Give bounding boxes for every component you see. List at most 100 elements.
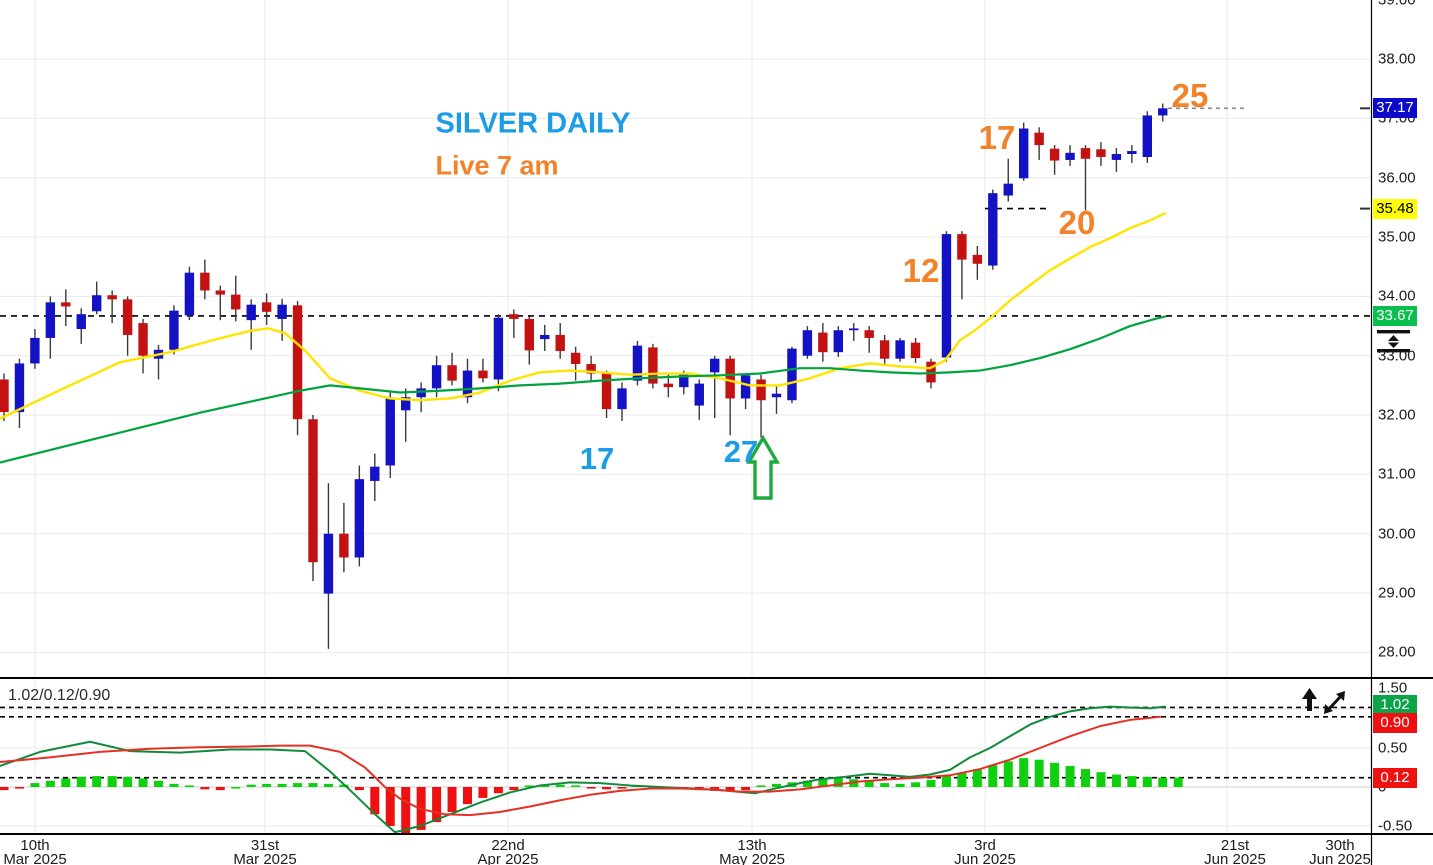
date-tick-day: 13th xyxy=(737,837,767,854)
macd-bar xyxy=(45,780,55,787)
macd-bar xyxy=(926,779,936,787)
candle xyxy=(339,533,349,558)
date-tick-day: 31st xyxy=(250,837,280,854)
macd-bar xyxy=(107,776,117,787)
candle xyxy=(478,370,488,379)
candle xyxy=(277,304,287,319)
macd-bar xyxy=(0,787,9,791)
candle xyxy=(972,254,983,264)
macd-bar xyxy=(14,787,24,789)
macd-bar xyxy=(154,780,163,787)
date-tick-day: 10th xyxy=(20,837,50,854)
candle xyxy=(586,364,596,374)
macd-bar xyxy=(509,787,519,791)
macd-bar xyxy=(1173,777,1183,787)
candle xyxy=(1019,128,1029,179)
macd-bar xyxy=(1158,777,1168,787)
candle xyxy=(725,358,735,399)
date-tick-day: 22nd xyxy=(491,837,525,854)
macd-bar xyxy=(617,787,627,789)
macd-axis-tick: 1.50 xyxy=(1378,679,1408,697)
candle xyxy=(663,383,674,388)
macd-bar xyxy=(756,785,766,788)
macd-bar xyxy=(293,783,303,787)
candle xyxy=(184,272,195,316)
macd-bar xyxy=(1050,762,1060,787)
macd-bar xyxy=(308,783,318,787)
macd-hist-label: 0.12 xyxy=(1373,768,1417,788)
candle xyxy=(45,302,56,338)
macd-bar xyxy=(772,783,781,787)
candle xyxy=(493,317,504,380)
price-axis-tick: 30.00 xyxy=(1378,525,1416,543)
candle xyxy=(740,375,751,399)
price-axis-tick: 36.00 xyxy=(1378,169,1416,187)
macd-bar xyxy=(478,787,488,798)
macd-bar xyxy=(138,778,148,787)
macd-indicator-values: 1.02/0.12/0.90 xyxy=(8,687,111,704)
day-number-annotation: 27 xyxy=(723,434,759,469)
macd-bar xyxy=(1065,765,1075,787)
date-tick-month: Jun 2025 xyxy=(1309,851,1371,865)
macd-bar xyxy=(262,783,272,787)
macd-bar xyxy=(1096,772,1106,787)
macd-bar xyxy=(323,783,333,787)
candle xyxy=(370,466,380,481)
candle xyxy=(107,295,117,300)
macd-axis-tick: -0.50 xyxy=(1378,817,1413,835)
resize-diagonal-icon[interactable] xyxy=(1324,691,1345,714)
macd-value-label: 1.02 xyxy=(1373,695,1417,715)
price-scale-drag-icon[interactable] xyxy=(1377,330,1410,353)
macd-bar xyxy=(586,787,596,789)
macd-bar xyxy=(339,784,349,787)
candle xyxy=(462,370,473,398)
candle xyxy=(76,314,86,330)
day-number-annotation: 12 xyxy=(902,252,940,289)
candle xyxy=(756,379,766,401)
macd-bar xyxy=(957,772,967,787)
ma-slow-line xyxy=(0,315,1167,464)
date-tick-month: Jun 2025 xyxy=(954,851,1016,865)
candle xyxy=(215,290,225,295)
macd-axis-tick: 0.50 xyxy=(1378,739,1408,757)
price-axis-tick: 32.00 xyxy=(1378,406,1416,424)
macd-bar xyxy=(571,785,581,788)
candle xyxy=(694,383,704,406)
candle xyxy=(710,358,720,373)
macd-bar xyxy=(184,785,194,788)
candle xyxy=(833,330,843,353)
candle xyxy=(169,310,179,350)
price-axis-tick: 33.00 xyxy=(1378,347,1416,365)
macd-bar xyxy=(463,787,472,805)
macd-bar xyxy=(1081,769,1090,787)
macd-bar xyxy=(895,783,905,787)
candle xyxy=(92,295,102,312)
macd-bar xyxy=(169,783,179,787)
macd-bar xyxy=(401,787,411,833)
candle xyxy=(1034,132,1044,146)
day-number-annotation: 17 xyxy=(579,441,615,476)
macd-bar xyxy=(988,765,998,787)
macd-bar xyxy=(602,787,612,790)
macd-bar xyxy=(818,779,828,787)
candle xyxy=(849,328,859,331)
candle xyxy=(0,379,9,413)
candle xyxy=(61,302,71,307)
macd-bar xyxy=(941,776,951,787)
candle xyxy=(679,373,689,388)
candle xyxy=(416,388,426,398)
candle xyxy=(1142,115,1152,157)
macd-bar xyxy=(370,787,380,815)
candle xyxy=(864,330,874,338)
date-tick-day: 21st xyxy=(1220,837,1250,854)
move-up-icon[interactable] xyxy=(1302,688,1317,711)
macd-bar xyxy=(725,787,735,791)
date-tick-month: May 2025 xyxy=(719,851,785,865)
candle xyxy=(1158,108,1168,116)
macd-bar xyxy=(200,787,210,790)
macd-bar xyxy=(493,787,503,794)
macd-bar xyxy=(1034,759,1044,787)
macd-bar xyxy=(833,777,843,787)
